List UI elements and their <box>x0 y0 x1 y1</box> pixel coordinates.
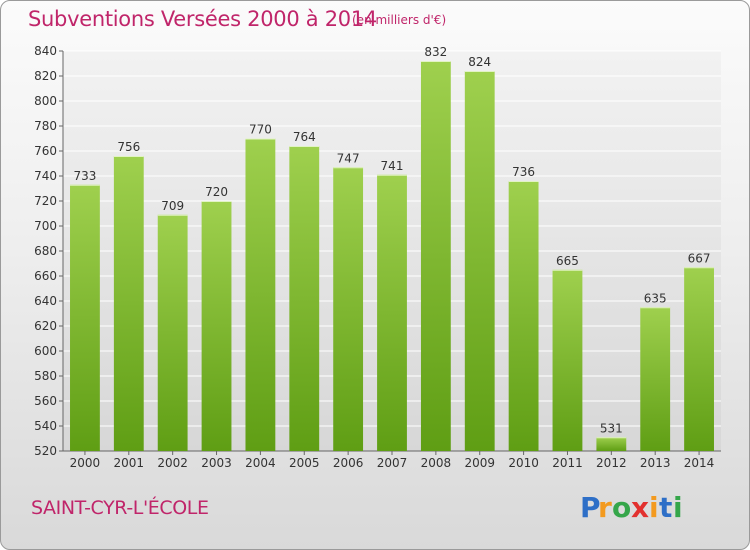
x-tick-label: 2006 <box>333 456 364 470</box>
x-tick-label: 2012 <box>596 456 627 470</box>
bar-value-label: 635 <box>644 291 667 305</box>
bar-value-label: 741 <box>381 159 404 173</box>
svg-text:r: r <box>598 491 612 524</box>
bar <box>333 167 364 451</box>
x-tick-label: 2013 <box>640 456 671 470</box>
x-tick-label: 2007 <box>377 456 408 470</box>
y-tick-label: 840 <box>34 44 57 58</box>
y-tick-label: 540 <box>34 419 57 433</box>
x-tick-label: 2005 <box>289 456 320 470</box>
bar-value-label: 736 <box>512 165 535 179</box>
bar-value-label: 832 <box>424 45 447 59</box>
bar <box>377 174 407 451</box>
y-tick-label: 580 <box>34 369 57 383</box>
bar-value-label: 747 <box>337 151 360 165</box>
svg-text:P: P <box>580 491 600 524</box>
y-tick-label: 600 <box>34 344 57 358</box>
bar <box>289 146 320 451</box>
bar <box>640 307 671 451</box>
y-tick-label: 520 <box>34 444 57 458</box>
x-tick-label: 2000 <box>70 456 101 470</box>
bar-value-label: 824 <box>468 55 491 69</box>
y-tick-label: 560 <box>34 394 57 408</box>
svg-text:i: i <box>649 491 659 524</box>
x-tick-label: 2011 <box>552 456 583 470</box>
x-tick-label: 2002 <box>157 456 188 470</box>
bar <box>596 437 627 451</box>
y-tick-label: 820 <box>34 69 57 83</box>
bar-value-label: 665 <box>556 254 579 268</box>
svg-text:t: t <box>659 491 672 524</box>
bar <box>464 71 495 451</box>
chart-unit: (en milliers d'€) <box>352 13 447 27</box>
commune-name: SAINT-CYR-L'ÉCOLE <box>31 497 209 519</box>
bar-value-label: 764 <box>293 130 316 144</box>
bar-value-label: 720 <box>205 185 228 199</box>
chart-title: Subventions Versées 2000 à 2014 <box>28 7 377 31</box>
bar-value-label: 733 <box>73 169 96 183</box>
bar <box>113 156 144 451</box>
bar <box>552 269 583 451</box>
x-tick-label: 2003 <box>201 456 232 470</box>
y-tick-label: 640 <box>34 294 57 308</box>
y-tick-label: 800 <box>34 94 57 108</box>
svg-text:i: i <box>673 491 683 524</box>
y-tick-label: 740 <box>34 169 57 183</box>
bar-value-label: 770 <box>249 123 272 137</box>
bar-value-label: 756 <box>117 140 140 154</box>
y-tick-label: 620 <box>34 319 57 333</box>
bar <box>684 267 714 451</box>
svg-text:x: x <box>631 491 649 524</box>
svg-text:o: o <box>612 491 631 524</box>
bar-value-label: 709 <box>161 199 184 213</box>
x-tick-label: 2004 <box>245 456 276 470</box>
proxiti-logo: P r o x i t i <box>580 491 683 524</box>
x-tick-label: 2001 <box>114 456 145 470</box>
bar <box>201 201 232 451</box>
x-tick-label: 2014 <box>684 456 715 470</box>
y-tick-label: 660 <box>34 269 57 283</box>
y-tick-label: 680 <box>34 244 57 258</box>
bar <box>157 214 188 451</box>
bar-value-label: 667 <box>688 251 711 265</box>
bar-value-label: 531 <box>600 421 623 435</box>
bar <box>70 184 100 451</box>
x-tick-label: 2010 <box>508 456 539 470</box>
x-tick-label: 2008 <box>421 456 452 470</box>
bar <box>245 138 276 451</box>
y-tick-label: 700 <box>34 219 57 233</box>
x-tick-label: 2009 <box>464 456 495 470</box>
y-tick-label: 720 <box>34 194 57 208</box>
bar <box>420 61 451 451</box>
bar <box>508 181 539 451</box>
y-tick-label: 780 <box>34 119 57 133</box>
y-tick-label: 760 <box>34 144 57 158</box>
